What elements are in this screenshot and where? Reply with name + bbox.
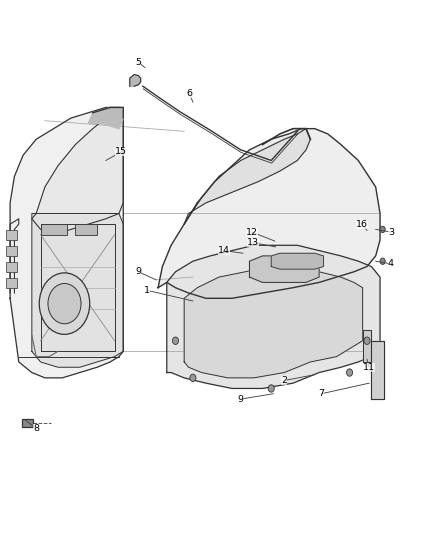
Circle shape bbox=[380, 258, 385, 264]
Bar bbox=[6, 246, 17, 256]
Text: 14: 14 bbox=[218, 246, 230, 255]
Text: 9: 9 bbox=[135, 268, 141, 276]
Text: 11: 11 bbox=[363, 363, 375, 372]
Text: 9: 9 bbox=[238, 394, 244, 403]
Text: 2: 2 bbox=[281, 376, 287, 385]
Polygon shape bbox=[363, 330, 371, 362]
Circle shape bbox=[173, 337, 179, 344]
Text: 8: 8 bbox=[33, 424, 39, 433]
Text: 5: 5 bbox=[135, 58, 141, 67]
Polygon shape bbox=[250, 256, 319, 282]
Polygon shape bbox=[32, 108, 123, 235]
Text: 6: 6 bbox=[187, 89, 192, 98]
Polygon shape bbox=[184, 128, 311, 224]
Circle shape bbox=[268, 385, 274, 392]
Circle shape bbox=[48, 284, 81, 324]
Polygon shape bbox=[167, 245, 380, 389]
Polygon shape bbox=[130, 75, 141, 86]
Bar bbox=[6, 230, 17, 240]
Circle shape bbox=[346, 369, 353, 376]
Polygon shape bbox=[184, 266, 363, 378]
Text: 13: 13 bbox=[247, 238, 259, 247]
Text: 3: 3 bbox=[388, 228, 394, 237]
Polygon shape bbox=[271, 253, 323, 269]
Polygon shape bbox=[158, 128, 380, 298]
Bar bbox=[75, 224, 97, 235]
Bar bbox=[22, 419, 33, 427]
Text: 7: 7 bbox=[318, 389, 324, 398]
Text: 4: 4 bbox=[388, 260, 394, 268]
Polygon shape bbox=[10, 108, 123, 378]
Polygon shape bbox=[32, 214, 123, 367]
Bar bbox=[6, 262, 17, 272]
Polygon shape bbox=[88, 108, 123, 128]
Circle shape bbox=[190, 374, 196, 382]
Bar bbox=[41, 224, 67, 235]
Bar bbox=[6, 278, 17, 288]
Text: 1: 1 bbox=[144, 286, 150, 295]
Circle shape bbox=[364, 337, 370, 344]
Text: 15: 15 bbox=[115, 148, 127, 157]
Text: 16: 16 bbox=[356, 220, 368, 229]
Text: 12: 12 bbox=[246, 228, 258, 237]
Circle shape bbox=[39, 273, 90, 334]
Circle shape bbox=[380, 226, 385, 232]
Polygon shape bbox=[371, 341, 385, 399]
